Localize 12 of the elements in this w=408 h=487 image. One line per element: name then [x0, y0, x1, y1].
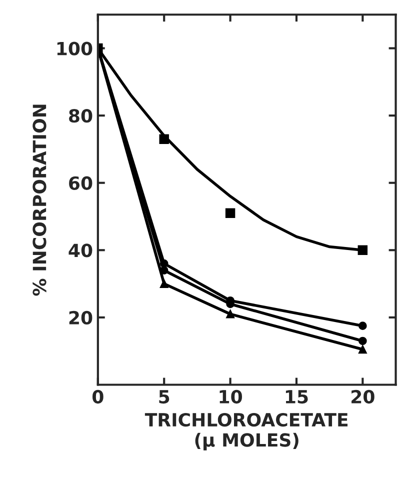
- x-tick-label: 20: [352, 390, 374, 404]
- x-tick-label: 0: [92, 390, 104, 404]
- y-tick-label: 80: [69, 109, 92, 123]
- y-tick-label: 20: [69, 310, 92, 325]
- y-tick-label: 60: [69, 176, 92, 190]
- y-tick-label: 100: [57, 42, 92, 56]
- y-axis-title: % INCORPORATION: [32, 104, 46, 296]
- y-tick-label: 40: [68, 244, 92, 258]
- x-tick-label: 5: [159, 390, 170, 404]
- x-tick-label: 10: [220, 390, 242, 404]
- x-tick-label: 15: [286, 390, 308, 404]
- x-axis-title: TRICHLOROACETATE (μ MOLES): [144, 412, 348, 450]
